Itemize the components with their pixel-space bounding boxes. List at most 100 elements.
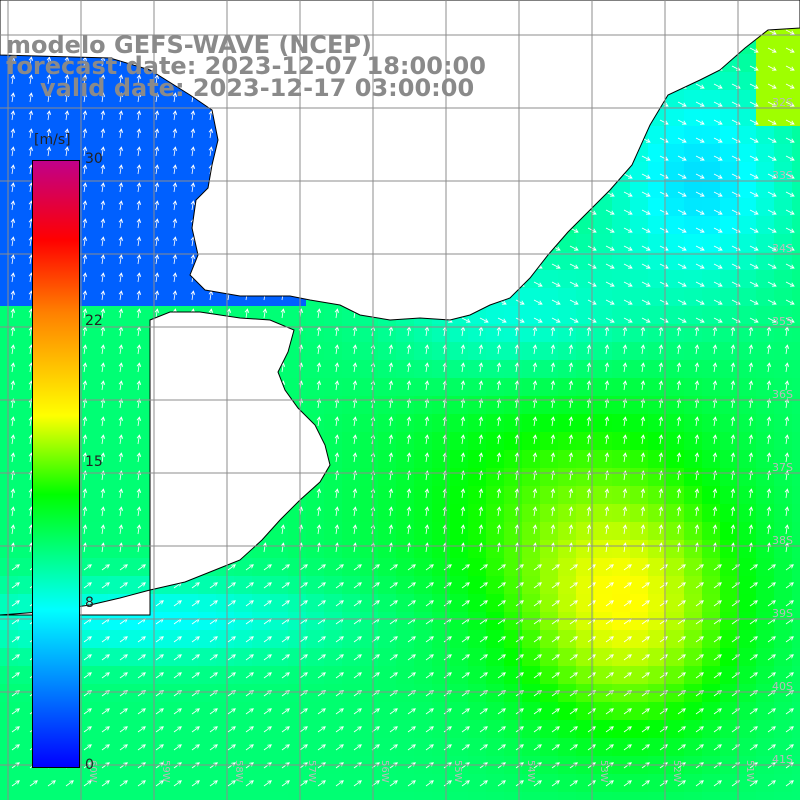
wind-cell [702,504,721,523]
wind-arrow [658,488,664,499]
wind-arrow [695,564,704,571]
wind-cell [396,684,415,703]
wind-arrow [785,281,795,287]
wind-arrow [766,362,772,373]
wind-arrow [496,416,502,427]
wind-cell [306,558,325,577]
wind-cell [108,504,127,523]
wind-cell [234,612,253,631]
wind-cell [738,306,757,325]
wind-arrow [100,290,106,301]
wind-cell [396,396,415,415]
wind-cell [684,594,703,613]
wind-arrow [28,128,34,139]
wind-arrow [749,744,758,751]
wind-arrow [749,726,758,733]
wind-arrow [11,600,20,607]
wind-arrow [749,780,758,787]
wind-arrow [118,110,124,121]
wind-cell [144,270,163,289]
wind-cell [108,540,127,559]
wind-cell [702,792,721,800]
wind-arrow [263,726,272,733]
wind-arrow [749,281,759,287]
wind-arrow [605,564,614,571]
wind-cell [324,612,343,631]
wind-arrow [46,146,52,157]
wind-arrow [406,344,412,355]
wind-arrow [533,744,542,751]
wind-cell [234,684,253,703]
wind-arrow [767,636,776,643]
wind-arrow [263,600,272,607]
wind-arrow [532,524,538,535]
wind-cell [522,288,541,307]
wind-arrow [460,398,466,409]
wind-arrow [10,200,16,211]
wind-arrow [136,452,142,463]
wind-arrow [388,488,394,499]
wind-cell [558,684,577,703]
wind-arrow [119,654,128,661]
wind-arrow [478,416,484,427]
wind-arrow [496,488,502,499]
wind-arrow [569,263,579,269]
wind-cell [612,540,631,559]
wind-cell [396,414,415,433]
wind-cell [468,558,487,577]
wind-arrow [119,636,128,643]
wind-arrow [767,317,777,323]
wind-cell [702,612,721,631]
wind-cell [324,792,343,800]
wind-arrow [10,92,16,103]
wind-arrow [46,92,52,103]
longitude-labels: 60W 59W 58W 57W 56W 55W 54W 53W 52W 51W [87,760,755,783]
colorbar-tick-label: 0 [85,757,94,773]
wind-cell [162,792,181,800]
wind-cell [126,684,145,703]
wind-cell [558,396,577,415]
wind-arrow [281,636,290,643]
wind-cell [216,792,235,800]
wind-cell [126,738,145,757]
wind-cell [180,594,199,613]
wind-cell [18,90,37,109]
wind-arrow [352,434,358,445]
wind-cell [756,126,775,145]
wind-arrow [352,488,358,499]
wind-cell [666,666,685,685]
wind-cell [306,684,325,703]
wind-arrow [730,398,736,409]
wind-arrow [749,65,759,71]
wind-cell [702,126,721,145]
wind-arrow [334,506,340,517]
wind-cell [522,630,541,649]
wind-arrow [119,582,128,589]
wind-cell [288,666,307,685]
wind-arrow [641,636,650,643]
wind-cell [108,702,127,721]
wind-arrow [172,200,178,211]
wind-arrow [496,362,502,373]
wind-arrow [425,744,434,751]
wind-cell [126,540,145,559]
wind-arrow [424,416,430,427]
wind-cell [0,432,19,451]
wind-cell [360,666,379,685]
wind-arrow [316,398,322,409]
wind-arrow [497,317,507,323]
wind-cell [612,180,631,199]
wind-cell [792,522,800,541]
wind-cell [648,558,667,577]
wind-cell [666,342,685,361]
wind-cell [540,612,559,631]
wind-cell [36,108,55,127]
wind-arrow [280,308,286,319]
wind-cell [486,630,505,649]
wind-arrow [569,780,578,787]
wind-arrow [622,506,628,517]
wind-arrow [316,344,322,355]
wind-arrow [569,654,578,661]
wind-cell [0,126,19,145]
wind-arrow [677,281,687,287]
